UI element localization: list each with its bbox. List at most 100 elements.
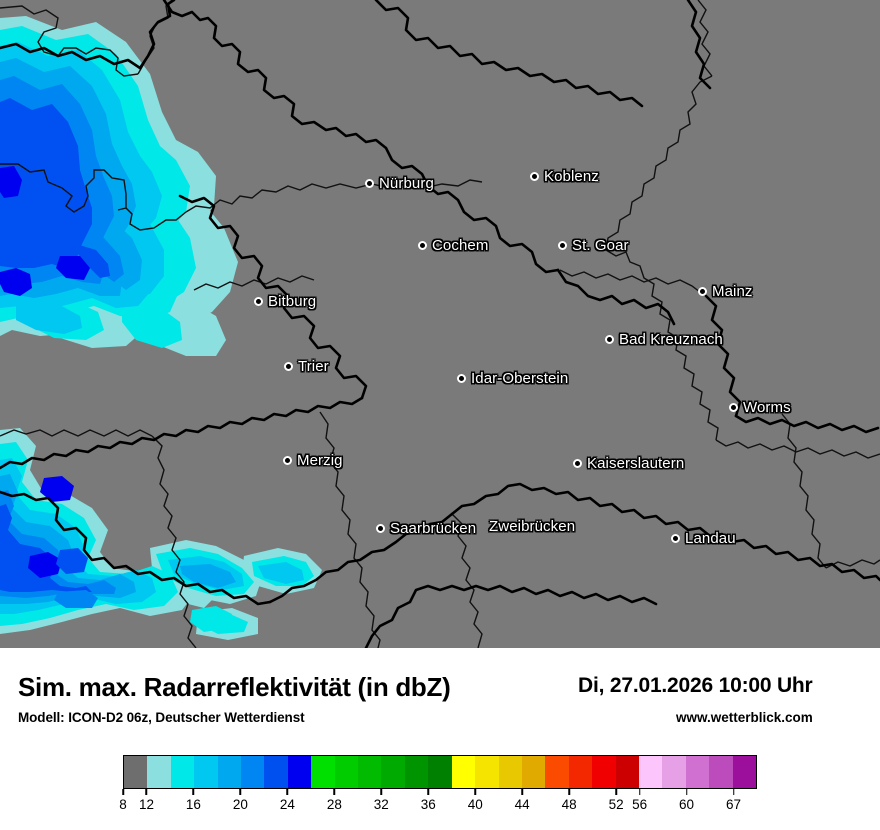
city-marker-bitburg[interactable]: Bitburg: [254, 293, 316, 310]
colorbar-tick-60: [685, 789, 688, 795]
colorbar-segment-50-52: [592, 756, 616, 788]
colorbar-segment-22-24: [264, 756, 288, 788]
city-marker-worms[interactable]: Worms: [729, 399, 791, 416]
city-label: Kaiserslautern: [587, 455, 685, 472]
city-label: Worms: [743, 399, 791, 416]
colorbar-tick-label-52: 52: [608, 797, 624, 812]
colorbar-segment-16-18: [194, 756, 218, 788]
city-dot-icon: [376, 524, 385, 533]
city-dot-icon: [671, 534, 680, 543]
colorbar-segment-30-32: [358, 756, 382, 788]
city-dot-icon: [283, 456, 292, 465]
colorbar-segment-24-26: [287, 756, 312, 788]
colorbar-tick-label-40: 40: [467, 797, 483, 812]
colorbar-tick-label-8: 8: [119, 797, 127, 812]
colorbar-segment-58-60: [662, 756, 686, 788]
colorbar-tick-40: [474, 789, 476, 795]
colorbar-legend: 8 12 16 20 24 28 32 36 40 44 48 52 56 60 67: [119, 755, 757, 812]
colorbar-tick-label-20: 20: [232, 797, 248, 812]
city-label: Bitburg: [268, 293, 317, 310]
footer-panel: Sim. max. Radarreflektivität (in dbZ) Mo…: [0, 648, 880, 830]
precip-blob-isolated: [190, 606, 232, 632]
city-dot-icon: [418, 241, 427, 250]
colorbar-segment-26-28: [311, 756, 335, 788]
colorbar-tick-label-60: 60: [679, 797, 695, 812]
colorbar-tick-67: [732, 789, 735, 795]
colorbar-tick-label-56: 56: [632, 797, 648, 812]
precip-field-northwest: [0, 16, 238, 356]
city-dot-icon: [698, 287, 707, 296]
colorbar-segment-60-62: [685, 756, 710, 788]
city-label: Koblenz: [544, 168, 599, 185]
city-label: Landau: [685, 530, 736, 547]
colorbar-segment-28-30: [334, 756, 359, 788]
city-marker-merzig[interactable]: Merzig: [283, 452, 343, 469]
colorbar-ticks: 8 12 16 20 24 28 32 36 40 44 48 52 56 60 67: [119, 789, 757, 813]
city-marker-saarbr-cken[interactable]: Saarbrücken: [376, 520, 476, 537]
colorbar-tick-52: [615, 789, 617, 795]
city-marker-koblenz[interactable]: Koblenz: [530, 168, 599, 185]
colorbar-segment-36-38: [428, 756, 452, 788]
city-dot-icon: [729, 403, 738, 412]
city-marker-mainz[interactable]: Mainz: [698, 283, 753, 300]
colorbar-tick-label-28: 28: [326, 797, 342, 812]
colorbar-tick-label-67: 67: [726, 797, 742, 812]
colorbar-segment-38-40: [451, 756, 476, 788]
colorbar-segment-14-16: [170, 756, 195, 788]
colorbar-tick-36: [427, 789, 429, 795]
city-dot-icon: [558, 241, 567, 250]
colorbar-tick-label-24: 24: [279, 797, 295, 812]
city-dot-icon: [284, 362, 293, 371]
colorbar-segment-8-12: [124, 756, 148, 788]
city-marker-n-rburg[interactable]: Nürburg: [365, 175, 434, 192]
colorbar-tick-label-48: 48: [561, 797, 577, 812]
city-label: Cochem: [432, 237, 489, 254]
colorbar-tick-16: [192, 789, 195, 795]
colorbar-tick-56: [638, 789, 641, 795]
colorbar-segment-34-36: [404, 756, 429, 788]
colorbar-segment-12-14: [147, 756, 171, 788]
colorbar-tick-24: [286, 789, 289, 795]
colorbar-segment-20-22: [241, 756, 265, 788]
city-dot-icon: [605, 335, 614, 344]
model-subtitle: Modell: ICON-D2 06z, Deutscher Wetterdie…: [18, 710, 305, 725]
country-boundaries: [0, 0, 880, 648]
colorbar-tick-label-32: 32: [373, 797, 389, 812]
city-dot-icon: [573, 459, 582, 468]
colorbar-tick-12: [145, 789, 148, 795]
city-label: Trier: [298, 358, 329, 375]
colorbar-tick-44: [521, 789, 523, 795]
map-canvas: [0, 0, 880, 648]
colorbar-tick-8: [122, 789, 124, 795]
city-marker-bad-kreuznach[interactable]: Bad Kreuznach: [605, 331, 723, 348]
city-label: Idar-Oberstein: [471, 370, 569, 387]
city-marker-kaiserslautern[interactable]: Kaiserslautern: [573, 455, 684, 472]
colorbar-tick-label-16: 16: [185, 797, 201, 812]
city-dot-icon: [365, 179, 374, 188]
city-label: Saarbrücken: [390, 520, 477, 537]
city-marker-trier[interactable]: Trier: [284, 358, 329, 375]
colorbar-segment-48-50: [568, 756, 593, 788]
colorbar-segment-67-75: [732, 756, 756, 788]
colorbar-segment-46-48: [545, 756, 569, 788]
colorbar-gradient: [123, 755, 757, 789]
city-dot-icon: [254, 297, 263, 306]
city-marker-idar-oberstein[interactable]: Idar-Oberstein: [457, 370, 568, 387]
city-marker-zweibr-cken[interactable]: Zweibrücken: [489, 518, 575, 535]
city-marker-landau[interactable]: Landau: [671, 530, 736, 547]
city-marker-st-goar[interactable]: St. Goar: [558, 237, 629, 254]
colorbar-segment-52-56: [615, 756, 639, 788]
colorbar-segment-56-58: [638, 756, 663, 788]
forecast-datetime: Di, 27.01.2026 10:00 Uhr: [578, 674, 813, 697]
city-label: Nürburg: [379, 175, 434, 192]
city-marker-cochem[interactable]: Cochem: [418, 237, 488, 254]
precip-field-southwest: [0, 428, 322, 640]
city-label: St. Goar: [572, 237, 629, 254]
map-panel[interactable]: Nürburg Koblenz Cochem St. Goar Mainz Bitburg…: [0, 0, 880, 648]
page-title: Sim. max. Radarreflektivität (in dbZ): [18, 672, 451, 702]
colorbar-tick-20: [239, 789, 242, 795]
colorbar-tick-label-44: 44: [514, 797, 530, 812]
city-label: Zweibrücken: [489, 518, 576, 535]
city-label: Bad Kreuznach: [619, 331, 723, 348]
